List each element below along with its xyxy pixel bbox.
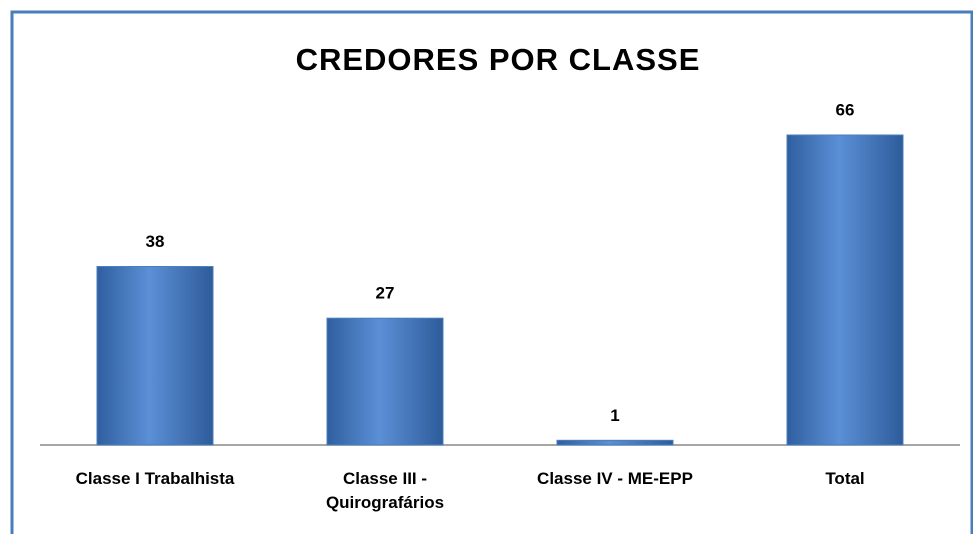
bar — [786, 134, 904, 446]
chart-title: CREDORES POR CLASSE — [296, 42, 701, 77]
x-tick-label: Classe IV - ME-EPP — [537, 469, 693, 488]
x-tick-label: Total — [825, 469, 865, 488]
bar — [556, 439, 674, 446]
data-label: 66 — [836, 100, 855, 119]
data-label: 38 — [146, 232, 165, 251]
x-tick-label: Classe III - Quirografários — [325, 469, 445, 512]
bar — [326, 317, 444, 446]
data-label: 27 — [376, 284, 395, 303]
x-tick-label: Classe I Trabalhista — [75, 469, 235, 488]
data-label: 1 — [610, 406, 619, 425]
chart-frame — [10, 10, 973, 534]
bar — [96, 266, 214, 446]
